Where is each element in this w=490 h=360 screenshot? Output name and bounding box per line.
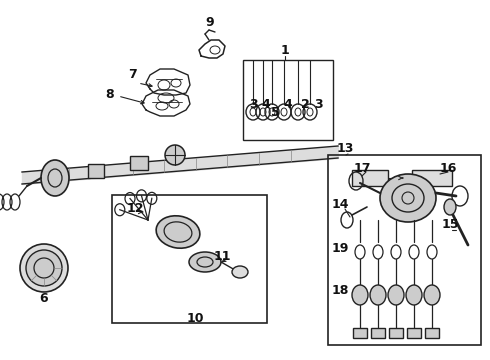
Ellipse shape [370, 285, 386, 305]
Bar [328, 155, 481, 345]
Text: 2: 2 [301, 99, 309, 112]
Bar [389, 328, 403, 338]
Ellipse shape [352, 285, 368, 305]
Text: 17: 17 [353, 162, 371, 175]
Text: 9: 9 [206, 15, 214, 28]
Text: 6: 6 [40, 292, 49, 305]
Ellipse shape [189, 252, 221, 272]
Bar [130, 156, 148, 170]
Text: 3: 3 [314, 99, 322, 112]
Text: 8: 8 [106, 89, 114, 102]
Text: 16: 16 [440, 162, 457, 175]
Bar [371, 328, 385, 338]
Text: 13: 13 [336, 141, 354, 154]
Ellipse shape [406, 285, 422, 305]
Text: 14: 14 [331, 198, 349, 211]
Bar [407, 328, 421, 338]
Ellipse shape [424, 285, 440, 305]
Ellipse shape [156, 216, 200, 248]
Ellipse shape [388, 285, 404, 305]
Text: 5: 5 [270, 105, 279, 118]
Ellipse shape [380, 174, 436, 222]
Text: 3: 3 [249, 99, 257, 112]
Ellipse shape [165, 145, 185, 165]
Bar [353, 328, 367, 338]
Bar [412, 170, 452, 186]
Text: 7: 7 [127, 68, 136, 81]
Ellipse shape [26, 250, 62, 286]
Ellipse shape [41, 160, 69, 196]
Text: 19: 19 [331, 242, 349, 255]
Text: 18: 18 [331, 284, 349, 297]
Bar [88, 164, 104, 178]
Ellipse shape [232, 266, 248, 278]
Text: 15: 15 [441, 219, 459, 231]
Text: 10: 10 [186, 311, 204, 324]
Text: 12: 12 [126, 202, 144, 215]
Bar [243, 60, 333, 140]
Text: 4: 4 [262, 99, 270, 112]
Text: 1: 1 [281, 44, 290, 57]
Ellipse shape [444, 199, 456, 215]
Text: 11: 11 [213, 249, 231, 262]
Bar [112, 195, 267, 323]
Ellipse shape [20, 244, 68, 292]
Bar [425, 328, 439, 338]
Text: 4: 4 [284, 99, 293, 112]
Bar [352, 170, 388, 186]
